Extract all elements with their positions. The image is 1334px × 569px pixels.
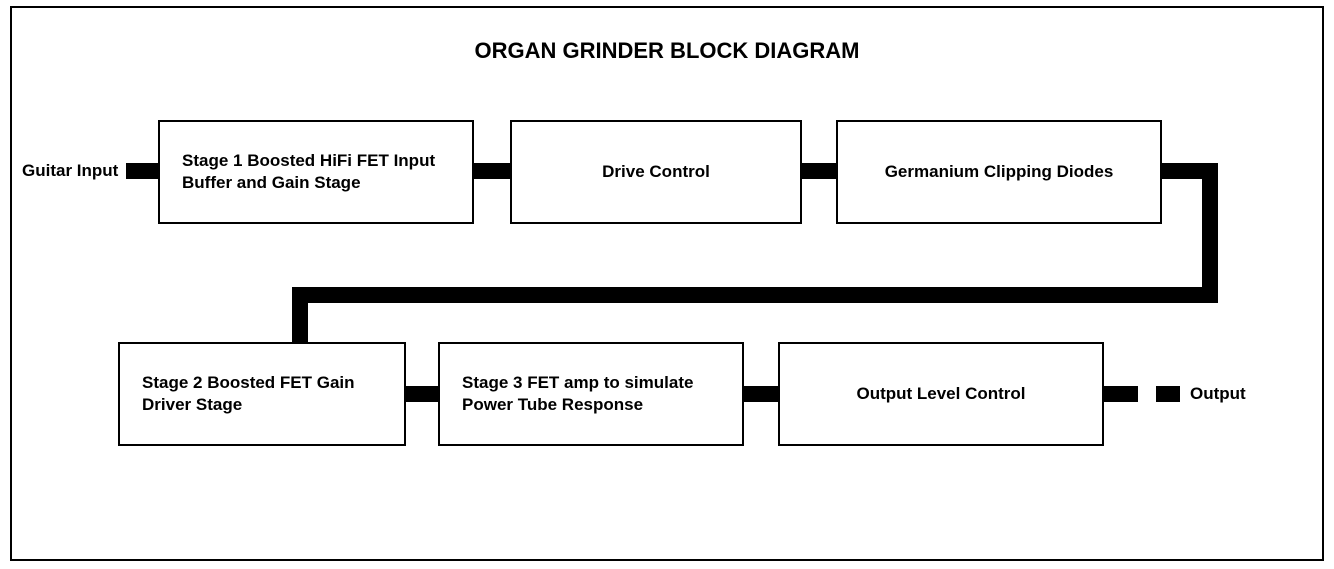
- output-label: Output: [1190, 384, 1246, 404]
- block-stage2: Stage 2 Boosted FET Gain Driver Stage: [118, 342, 406, 446]
- input-label: Guitar Input: [22, 161, 118, 181]
- block-label: Stage 3 FET amp to simulate Power Tube R…: [462, 372, 720, 416]
- conn-v-right: [1202, 163, 1218, 303]
- diagram-frame: [10, 6, 1324, 561]
- block-label: Germanium Clipping Diodes: [885, 161, 1114, 183]
- conn-drive-clip: [802, 163, 836, 179]
- diagram-title: ORGAN GRINDER BLOCK DIAGRAM: [0, 38, 1334, 64]
- block-stage1: Stage 1 Boosted HiFi FET Input Buffer an…: [158, 120, 474, 224]
- conn-s3-out: [744, 386, 778, 402]
- conn-in-s1: [126, 163, 158, 179]
- block-label: Drive Control: [602, 161, 710, 183]
- block-label: Stage 2 Boosted FET Gain Driver Stage: [142, 372, 382, 416]
- conn-s1-drive: [474, 163, 510, 179]
- block-clip: Germanium Clipping Diodes: [836, 120, 1162, 224]
- conn-out-tap: [1104, 386, 1138, 402]
- block-stage3: Stage 3 FET amp to simulate Power Tube R…: [438, 342, 744, 446]
- conn-s2-s3: [406, 386, 438, 402]
- block-drive: Drive Control: [510, 120, 802, 224]
- conn-h-return: [292, 287, 1218, 303]
- block-outlvl: Output Level Control: [778, 342, 1104, 446]
- block-label: Output Level Control: [856, 383, 1025, 405]
- conn-out-end: [1156, 386, 1180, 402]
- conn-v-left: [292, 287, 308, 342]
- block-label: Stage 1 Boosted HiFi FET Input Buffer an…: [182, 150, 450, 194]
